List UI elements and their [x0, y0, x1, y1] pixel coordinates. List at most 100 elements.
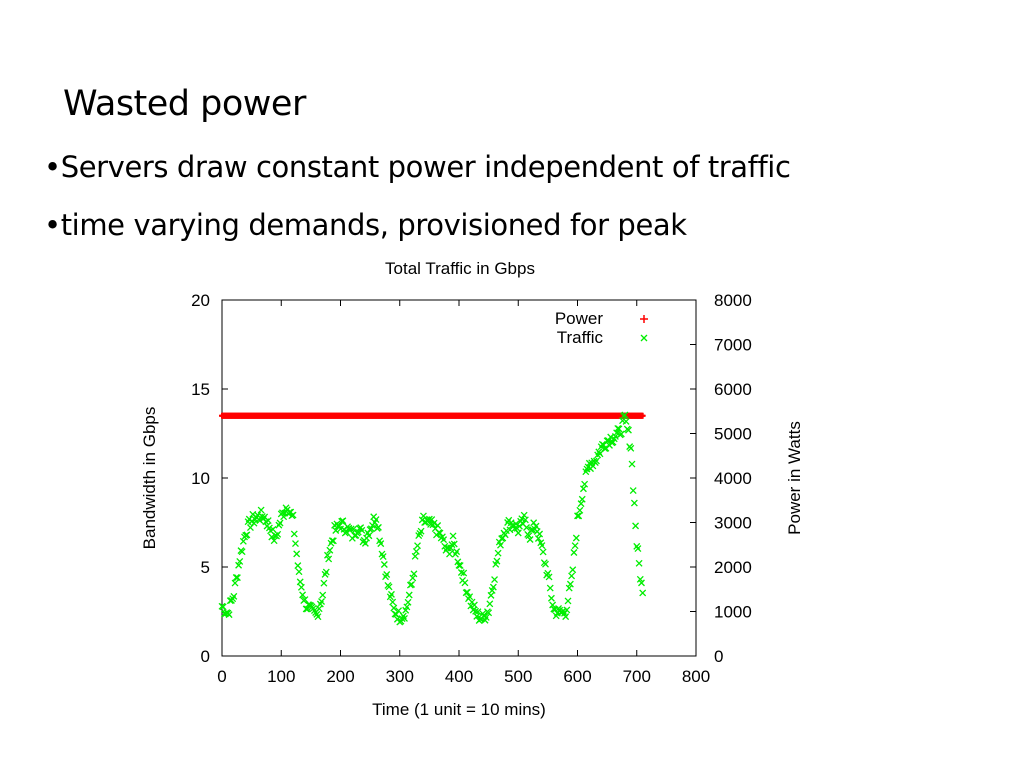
traffic-point	[409, 574, 417, 582]
traffic-point	[411, 552, 419, 560]
traffic-point	[487, 591, 495, 599]
traffic-point	[563, 606, 571, 614]
traffic-point	[577, 500, 585, 508]
x-tick-label: 600	[563, 667, 591, 686]
traffic-point	[497, 541, 504, 549]
traffic-point	[293, 550, 301, 558]
traffic-point	[632, 522, 640, 530]
traffic-point	[301, 596, 309, 604]
traffic-point	[428, 516, 436, 524]
traffic-point	[565, 584, 573, 592]
legend: Power Traffic	[555, 309, 648, 347]
traffic-point	[257, 506, 265, 514]
y2-tick-label: 7000	[714, 336, 752, 355]
traffic-point	[575, 512, 583, 520]
traffic-point	[297, 583, 305, 591]
traffic-point	[395, 607, 403, 615]
traffic-point	[322, 568, 330, 576]
traffic-point	[572, 534, 580, 542]
traffic-point	[566, 580, 574, 588]
traffic-point	[482, 614, 490, 621]
y2-tick-label: 2000	[714, 558, 752, 577]
traffic-point	[412, 547, 420, 555]
bullet-item: •time varying demands, provisioned for p…	[44, 208, 687, 242]
traffic-point	[456, 562, 464, 570]
traffic-point	[624, 426, 632, 434]
traffic-point	[319, 591, 327, 599]
traffic-point	[627, 444, 635, 452]
traffic-point	[372, 516, 380, 524]
traffic-point	[296, 578, 304, 586]
traffic-point	[629, 487, 637, 495]
traffic-point	[278, 509, 286, 517]
traffic-point	[347, 525, 355, 533]
traffic-point	[470, 601, 478, 609]
traffic-point	[408, 580, 416, 588]
traffic-point	[379, 553, 387, 561]
x-axis-label: Time (1 unit = 10 mins)	[372, 700, 546, 719]
traffic-point	[569, 566, 577, 574]
traffic-point	[564, 597, 572, 605]
traffic-point	[546, 584, 554, 592]
y2-tick-label: 4000	[714, 469, 752, 488]
y-tick-label: 15	[191, 380, 210, 399]
traffic-point	[446, 550, 453, 558]
traffic-point	[493, 557, 501, 565]
traffic-point	[615, 425, 623, 433]
traffic-point	[460, 569, 468, 577]
traffic-point	[532, 522, 540, 530]
traffic-point	[219, 603, 227, 611]
traffic-point	[601, 445, 609, 452]
traffic-point	[318, 598, 325, 605]
traffic-point	[270, 537, 278, 545]
x-tick-label: 400	[445, 667, 473, 686]
traffic-point	[453, 548, 461, 556]
traffic-point	[539, 548, 547, 556]
traffic-point	[638, 579, 645, 587]
traffic-point	[377, 540, 385, 548]
traffic-point	[235, 561, 243, 569]
traffic-point	[414, 542, 421, 550]
traffic-point	[523, 524, 531, 531]
y-tick-label: 20	[191, 291, 210, 310]
traffic-point	[581, 480, 589, 488]
slide-title: Wasted power	[63, 84, 306, 124]
traffic-point	[440, 536, 448, 544]
traffic-point	[485, 609, 493, 617]
power-point	[639, 412, 646, 419]
traffic-point	[289, 511, 297, 519]
traffic-point	[274, 530, 282, 538]
traffic-point	[230, 592, 238, 600]
traffic-point	[389, 598, 397, 606]
traffic-point	[562, 613, 570, 621]
y2-tick-label: 3000	[714, 514, 752, 533]
chart-container: Total Traffic in Gbps 0 5 10 15 20 0 1000 2000…	[0, 250, 1024, 745]
traffic-point	[621, 411, 629, 419]
traffic-point	[472, 607, 480, 615]
traffic-point	[617, 430, 625, 438]
traffic-point	[342, 528, 350, 536]
traffic-point	[568, 572, 576, 580]
y-tick-label: 0	[201, 647, 210, 666]
traffic-point	[604, 436, 612, 444]
traffic-series	[218, 411, 647, 626]
traffic-point	[635, 559, 643, 567]
traffic-point	[410, 570, 418, 578]
traffic-point	[225, 611, 233, 619]
legend-marks	[640, 315, 648, 342]
traffic-point	[542, 560, 549, 568]
traffic-point	[231, 579, 239, 587]
traffic-point	[536, 530, 544, 538]
bullet-item: •Servers draw constant power independent…	[44, 150, 791, 184]
traffic-point	[361, 539, 369, 547]
traffic-point	[232, 574, 240, 581]
traffic-point	[634, 545, 642, 553]
y2-axis-label: Power in Watts	[785, 421, 804, 535]
traffic-point	[630, 499, 638, 507]
traffic-point	[380, 561, 388, 568]
traffic-point	[514, 529, 522, 537]
traffic-point	[515, 522, 523, 530]
traffic-point	[339, 517, 347, 525]
chart-title: Total Traffic in Gbps	[385, 259, 535, 278]
